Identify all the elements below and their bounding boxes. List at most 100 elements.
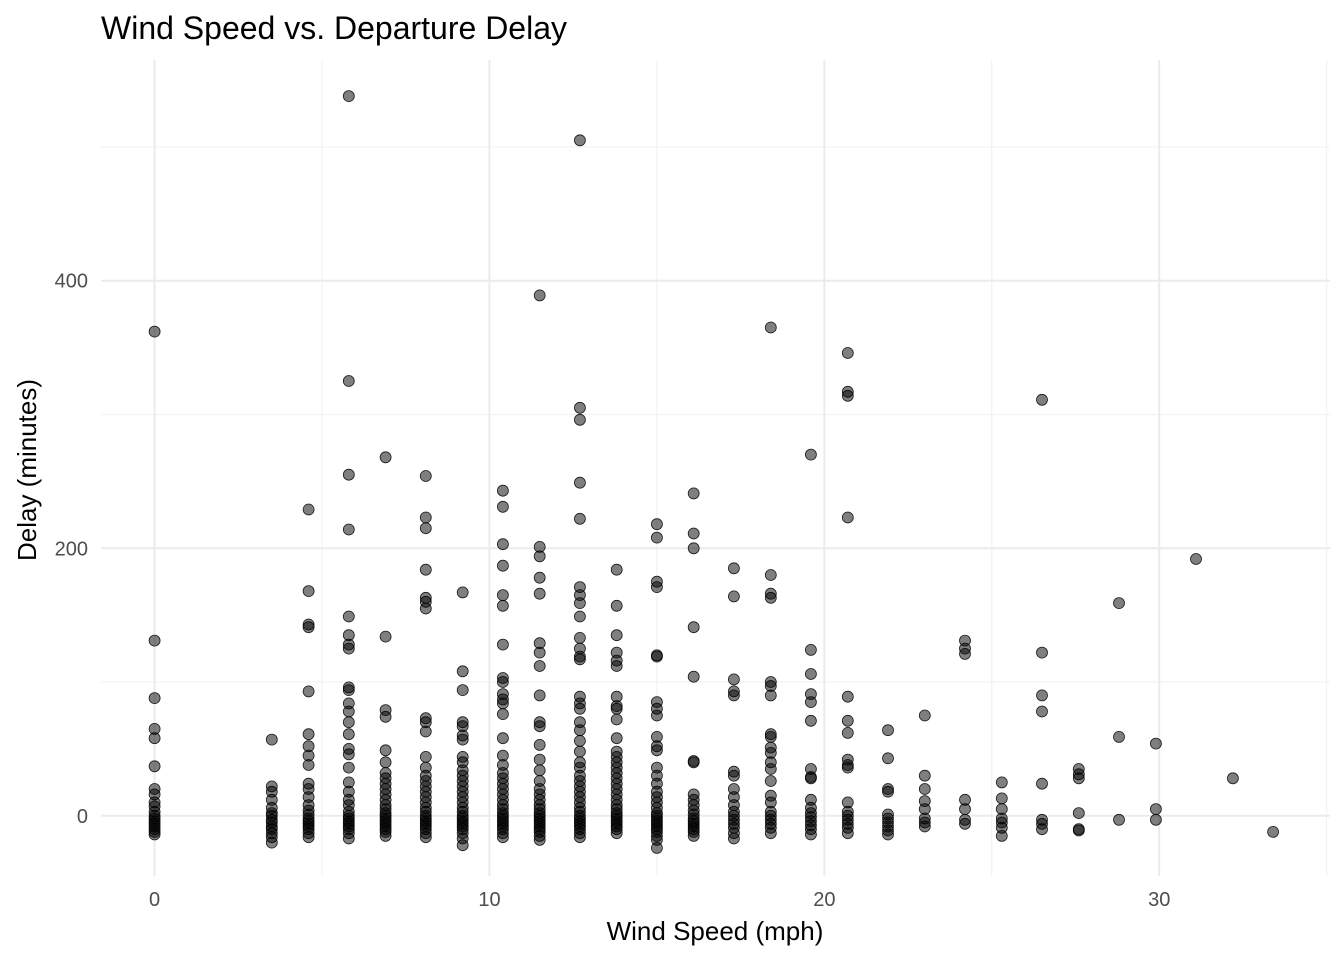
data-point: [610, 702, 623, 715]
data-point: [148, 634, 161, 647]
chart-title: Wind Speed vs. Departure Delay: [101, 10, 567, 46]
data-point: [728, 689, 740, 702]
data-point: [342, 684, 355, 696]
data-point: [841, 727, 854, 739]
data-point: [574, 401, 586, 414]
data-point: [1036, 777, 1048, 790]
data-point: [841, 690, 854, 703]
data-point: [302, 685, 315, 698]
data-point: [918, 709, 931, 722]
data-point: [651, 842, 663, 854]
data-point: [1267, 826, 1279, 838]
data-point: [574, 831, 586, 844]
data-point: [302, 585, 315, 597]
data-point: [805, 644, 817, 656]
data-point: [379, 451, 392, 464]
data-point: [419, 831, 432, 844]
data-point: [533, 753, 546, 766]
data-point: [764, 591, 777, 604]
data-point: [882, 752, 894, 765]
x-tick-label: 20: [813, 889, 835, 911]
data-point: [651, 744, 663, 757]
data-point: [342, 832, 355, 845]
data-point: [148, 828, 161, 841]
data-point: [419, 602, 432, 615]
data-point: [1150, 803, 1162, 815]
data-point: [918, 783, 931, 795]
data-point: [728, 832, 740, 845]
data-point: [687, 487, 700, 500]
data-point: [302, 831, 315, 844]
data-point: [728, 673, 740, 686]
data-point: [379, 630, 392, 643]
data-point: [610, 660, 623, 672]
data-point: [1036, 823, 1048, 836]
data-point: [496, 638, 509, 651]
data-point: [148, 692, 161, 704]
data-point: [995, 776, 1008, 789]
data-point: [687, 670, 700, 683]
data-point: [687, 621, 700, 634]
data-point: [651, 581, 663, 593]
data-point: [728, 562, 740, 575]
data-point: [1036, 646, 1048, 659]
data-point: [805, 714, 817, 727]
data-point: [1113, 731, 1125, 743]
data-point: [1072, 807, 1085, 819]
data-point: [959, 648, 971, 660]
data-point: [882, 724, 894, 737]
data-point: [533, 646, 546, 659]
data-point: [651, 650, 663, 663]
data-point: [342, 468, 355, 481]
data-point: [456, 839, 469, 852]
data-point: [456, 665, 469, 678]
data-point: [959, 817, 971, 830]
data-point: [995, 792, 1008, 805]
data-point: [1150, 813, 1162, 826]
data-point: [841, 511, 854, 524]
data-point: [533, 834, 546, 846]
data-point: [805, 448, 817, 461]
data-point: [302, 759, 315, 771]
data-point: [805, 668, 817, 680]
x-tick-label: 30: [1148, 889, 1170, 911]
data-point: [419, 751, 432, 763]
data-point: [1036, 705, 1048, 718]
data-point: [496, 599, 509, 612]
data-point: [574, 632, 586, 644]
data-point: [882, 828, 894, 841]
data-point: [379, 744, 392, 757]
data-point: [302, 621, 315, 634]
data-point: [533, 739, 546, 751]
data-point: [1072, 824, 1085, 837]
x-axis-title: Wind Speed (mph): [607, 916, 824, 946]
data-point: [610, 827, 623, 840]
y-tick-label: 400: [55, 271, 88, 293]
data-point: [533, 689, 546, 702]
data-point: [533, 660, 546, 672]
data-point: [574, 476, 586, 489]
data-point: [419, 470, 432, 482]
data-point: [687, 527, 700, 540]
data-point: [496, 831, 509, 844]
data-point: [764, 569, 777, 581]
data-point: [533, 571, 546, 584]
data-point: [496, 538, 509, 551]
y-tick-label: 0: [77, 806, 88, 828]
data-point: [995, 830, 1008, 842]
data-point: [379, 710, 392, 723]
data-point: [728, 769, 740, 782]
data-point: [882, 785, 894, 798]
data-point: [959, 803, 971, 815]
data-point: [610, 599, 623, 612]
data-point: [651, 518, 663, 531]
data-point: [574, 735, 586, 747]
x-tick-label: 10: [478, 889, 500, 911]
data-point: [764, 689, 777, 702]
data-point: [456, 684, 469, 696]
data-point: [456, 586, 469, 599]
data-point: [265, 836, 278, 849]
data-point: [342, 728, 355, 741]
data-point: [342, 610, 355, 623]
